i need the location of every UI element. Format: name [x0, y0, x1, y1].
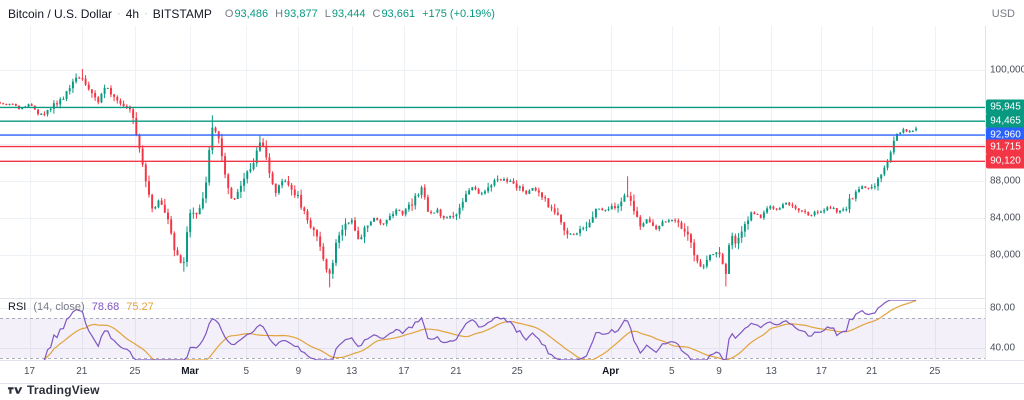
time-axis-label: 5 — [243, 366, 250, 377]
open-label: O — [224, 8, 234, 20]
rsi-axis-label: 80.00 — [990, 302, 1016, 314]
tradingview-logo-text: TradingView — [27, 383, 100, 397]
price-level-badge: 92,960 — [986, 127, 1024, 143]
price-axis-label: 88,000 — [990, 175, 1021, 187]
price-axis[interactable]: 100,000 88,000 84,000 80,000 80.00 40.00 95,94… — [985, 26, 1024, 360]
time-axis-label: 13 — [346, 366, 358, 377]
low-value: 93,444 — [331, 8, 366, 20]
time-axis-label: 17 — [815, 366, 828, 377]
time-axis-label: Mar — [181, 366, 199, 377]
time-axis-label: Apr — [602, 366, 620, 377]
tradingview-logo-icon — [7, 386, 23, 394]
price-level-badge: 94,465 — [986, 113, 1024, 129]
time-axis-label: 21 — [866, 366, 878, 377]
price-axis-label: 84,000 — [990, 212, 1021, 224]
rsi-title: RSI — [8, 301, 27, 313]
ohlc-readout: O93,486 H93,877 L93,444 C93,661 +175 (+0… — [225, 8, 495, 20]
open-value: 93,486 — [234, 8, 269, 20]
time-axis[interactable]: 17 21 25 Mar 5 9 13 17 21 25 Apr 5 9 13 17 21 25 — [0, 360, 1024, 384]
close-value: 93,661 — [381, 8, 416, 20]
time-axis-label: 17 — [23, 366, 36, 377]
rsi-params: (14, close) — [33, 301, 85, 313]
low-label: L — [324, 8, 331, 20]
rsi-axis-label: 40.00 — [990, 342, 1016, 354]
time-axis-label: 25 — [511, 366, 523, 377]
time-axis-label: 5 — [668, 366, 675, 377]
time-axis-label: 9 — [295, 366, 302, 377]
interval-label[interactable]: 4h — [125, 7, 140, 21]
high-label: H — [275, 8, 284, 20]
change-value: +175 (+0.19%) — [422, 8, 495, 20]
time-axis-label: 13 — [765, 366, 777, 377]
time-axis-label: 21 — [76, 366, 88, 377]
time-axis-label: 25 — [129, 366, 141, 377]
price-chart-canvas[interactable] — [0, 26, 985, 360]
time-axis-label: 9 — [716, 366, 722, 377]
legend-separator: · — [144, 8, 148, 20]
time-axis-label: 21 — [450, 366, 462, 377]
legend-separator: · — [117, 8, 121, 20]
quote-currency-label: USD — [991, 8, 1015, 20]
price-level-badge: 91,715 — [986, 139, 1024, 155]
high-value: 93,877 — [284, 8, 318, 20]
tradingview-logo[interactable]: TradingView — [7, 383, 100, 397]
time-axis-label: 25 — [929, 366, 941, 377]
symbol-name[interactable]: Bitcoin / U.S. Dollar — [8, 7, 113, 21]
time-axis-label: 17 — [398, 366, 410, 377]
rsi-ma-value: 75.27 — [126, 301, 154, 313]
exchange-label[interactable]: BITSTAMP — [152, 7, 212, 21]
rsi-legend: RSI (14, close) 78.68 75.27 — [8, 301, 154, 313]
rsi-value: 78.68 — [91, 301, 120, 313]
price-axis-label: 100,000 — [990, 64, 1024, 76]
price-axis-label: 80,000 — [990, 249, 1021, 261]
close-label: C — [372, 8, 381, 20]
price-level-badge: 90,120 — [986, 153, 1024, 169]
chart-legend: Bitcoin / U.S. Dollar · 4h · BITSTAMP O9… — [8, 7, 495, 21]
price-level-badge: 95,945 — [986, 99, 1024, 115]
